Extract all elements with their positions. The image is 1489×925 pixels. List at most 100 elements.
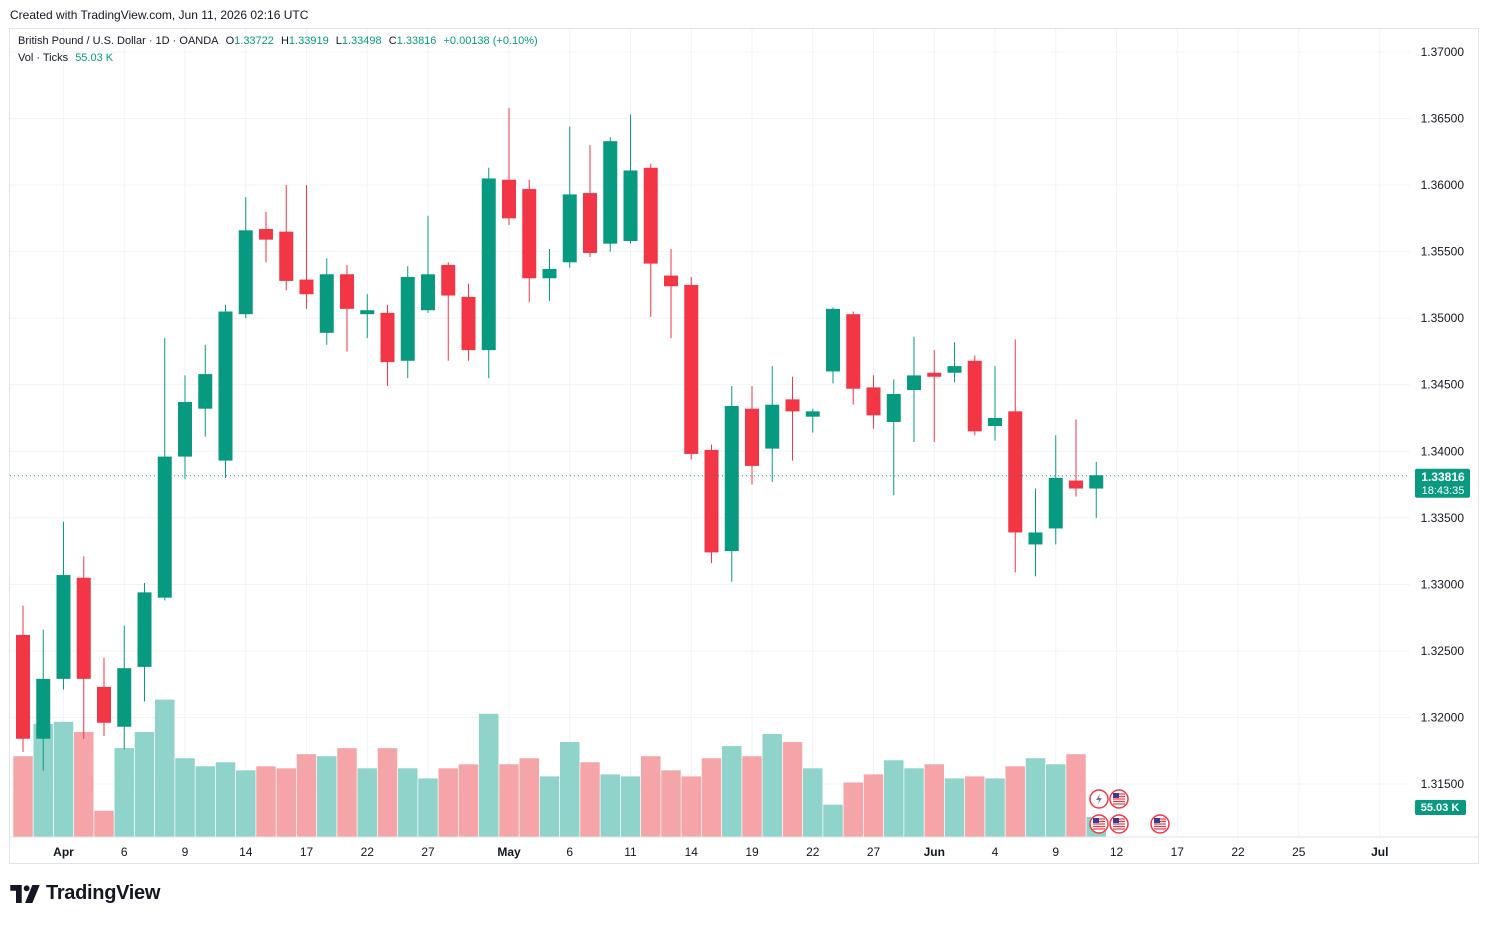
volume-bar: [256, 766, 276, 837]
volume-badge-label: 55.03 K: [1421, 802, 1460, 814]
symbol-title: British Pound / U.S. Dollar · 1D · OANDA: [18, 35, 219, 47]
event-markers: [1089, 789, 1170, 834]
high-label: H: [280, 35, 289, 47]
candle-body: [1028, 532, 1043, 545]
candle-body: [583, 193, 597, 253]
open-label: O: [225, 35, 235, 47]
candle-body: [360, 310, 375, 315]
countdown-label: 18:43:35: [1422, 485, 1465, 497]
x-tick-label: 12: [1110, 845, 1124, 859]
candle-body: [198, 374, 213, 409]
volume-bar: [843, 782, 863, 837]
flag-canton: [1113, 793, 1119, 798]
candle-body: [218, 311, 233, 461]
volume-bar: [114, 748, 134, 837]
symbol-legend[interactable]: British Pound / U.S. Dollar · 1D · OANDA…: [18, 35, 542, 47]
y-tick-label: 1.33000: [1421, 577, 1465, 591]
volume-bar: [762, 733, 782, 837]
x-tick-label: 22: [806, 845, 820, 859]
candle-body: [603, 141, 618, 244]
tradingview-brand: TradingView: [46, 882, 161, 904]
x-tick-label: Apr: [53, 845, 74, 859]
created-with-note: Created with TradingView.com, Jun 11, 20…: [10, 8, 309, 22]
candle-body: [461, 296, 476, 351]
close-value: 1.33816: [396, 35, 437, 47]
volume-bar: [965, 776, 985, 837]
x-tick-label: 14: [685, 845, 699, 859]
tradingview-logo[interactable]: TradingView: [10, 882, 160, 905]
candles: [16, 107, 1104, 771]
lightning-icon: [1096, 794, 1102, 804]
x-tick-label: 11: [624, 845, 637, 859]
candle-body: [542, 268, 557, 279]
volume-bar: [924, 764, 944, 837]
candle-body: [340, 274, 354, 309]
tradingview-logo-icon: [10, 884, 40, 903]
x-tick-label: 22: [361, 845, 375, 859]
flag-canton: [1154, 818, 1160, 823]
volume-bar: [1046, 764, 1066, 837]
candle-body: [76, 577, 91, 679]
volume-bar: [215, 762, 236, 837]
volume-bar: [377, 748, 398, 837]
y-tick-label: 1.34500: [1421, 378, 1465, 392]
candle-body: [826, 308, 840, 372]
change-value: +0.00138 (+0.10%): [443, 35, 538, 47]
high-value: 1.33919: [288, 35, 329, 47]
chart-frame[interactable]: [9, 28, 1479, 864]
volume-bar: [539, 776, 560, 837]
candle-body: [56, 575, 71, 679]
volume-badge: [1415, 800, 1466, 815]
candle-body: [1008, 411, 1023, 533]
volume-bar: [904, 768, 924, 837]
open-value: 1.33722: [234, 35, 274, 47]
candle-body: [299, 279, 314, 295]
candle-body: [745, 408, 759, 466]
candle-body: [886, 394, 901, 422]
volume-bar: [661, 770, 681, 837]
volume-value: 55.03 K: [75, 52, 114, 64]
x-tick-label: 6: [566, 845, 573, 859]
candle-body: [178, 402, 192, 457]
candle-body: [380, 312, 395, 363]
x-tick-label: 25: [1292, 845, 1306, 859]
volume-bar: [884, 760, 904, 837]
x-tick-label: 27: [421, 845, 435, 859]
close-label: C: [388, 35, 397, 47]
volume-bar: [438, 768, 458, 837]
volume-bar: [742, 756, 762, 837]
volume-bar: [863, 774, 884, 837]
candle-body: [441, 264, 456, 296]
volume-bar: [175, 758, 195, 837]
candle-body: [36, 678, 51, 739]
candle-body: [866, 387, 881, 416]
y-tick-label: 1.37000: [1421, 45, 1465, 59]
x-tick-label: 22: [1231, 845, 1245, 859]
x-tick-label: 14: [239, 845, 253, 859]
volume-bar: [479, 713, 499, 837]
x-tick-label: 6: [121, 845, 128, 859]
candle-body: [623, 170, 638, 241]
candle-body: [279, 231, 294, 281]
candle-body: [259, 229, 273, 240]
volume-legend[interactable]: Vol · Ticks 55.03 K: [18, 52, 117, 64]
volume-bar: [155, 699, 175, 837]
volume-bar: [1005, 766, 1025, 837]
candle-body: [988, 418, 1002, 426]
candle-body: [805, 411, 820, 417]
candle-body: [522, 189, 537, 279]
candle-body: [1048, 477, 1063, 529]
volume-bar: [620, 776, 641, 837]
volume-bar: [944, 778, 965, 837]
volume-bar: [782, 742, 803, 837]
volume-bar: [681, 776, 701, 837]
volume-bar: [33, 723, 53, 837]
volume-bar: [53, 721, 74, 837]
x-tick-label: 9: [182, 845, 189, 859]
candle-body: [927, 372, 942, 377]
volume-bar: [722, 746, 742, 837]
candle-body: [137, 592, 152, 667]
x-tick-label: Jun: [924, 845, 945, 859]
candle-body: [1069, 480, 1083, 489]
